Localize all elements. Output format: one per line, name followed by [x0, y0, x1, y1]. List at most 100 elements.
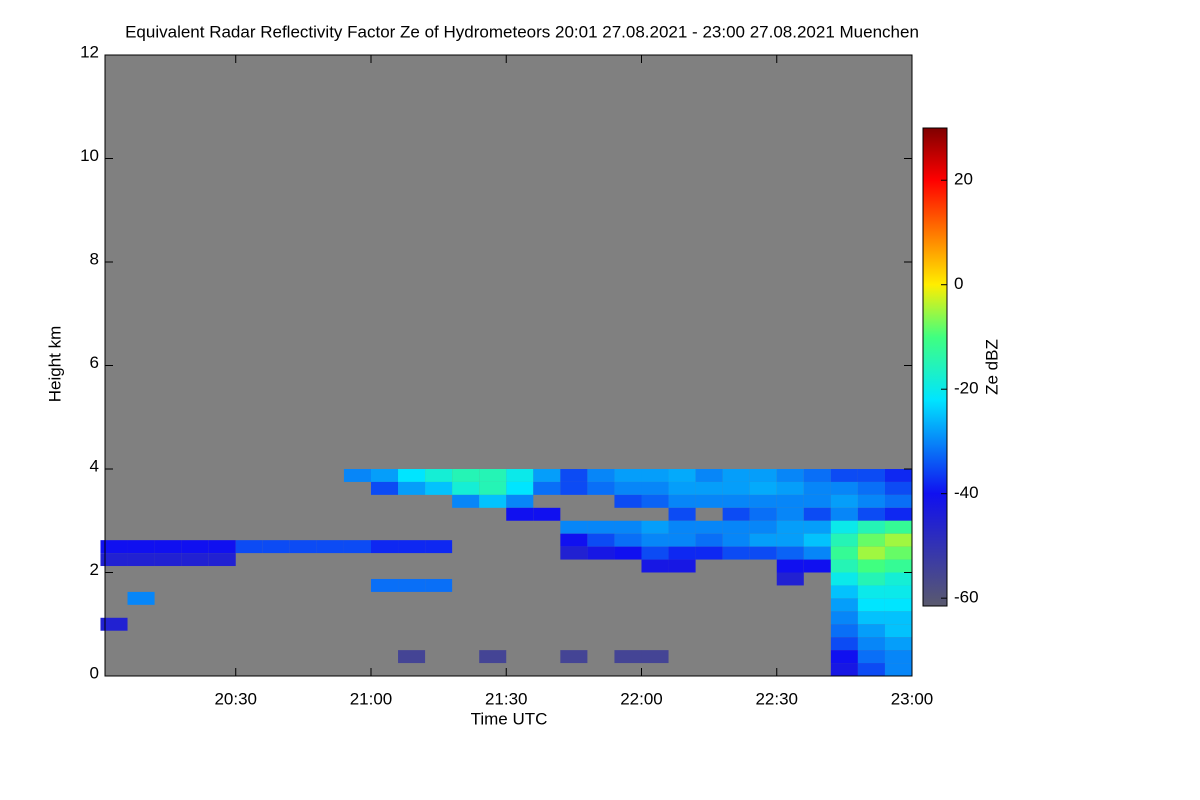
heat-cell: [370, 578, 399, 592]
heat-cell: [857, 559, 885, 573]
heat-cell: [479, 650, 507, 664]
heat-cell: [776, 494, 804, 508]
heat-cell: [884, 611, 912, 625]
chart-title: Equivalent Radar Reflectivity Factor Ze …: [125, 22, 919, 41]
heat-cell: [776, 520, 804, 534]
heat-cell: [830, 507, 858, 521]
heat-cell: [722, 494, 750, 508]
heat-cell: [857, 624, 885, 638]
colorbar-tick-label: 20: [954, 170, 973, 189]
heat-cell: [398, 540, 426, 554]
x-tick-label: 20:30: [214, 689, 257, 708]
heat-cell: [695, 533, 723, 547]
heat-cell: [154, 540, 182, 554]
heat-cell: [722, 507, 750, 521]
heat-cell: [668, 494, 696, 508]
heat-cell: [857, 507, 885, 521]
heat-cell: [830, 469, 858, 482]
y-tick-label: 8: [90, 249, 99, 268]
heat-cell: [884, 520, 912, 534]
heat-cell: [884, 663, 912, 676]
heat-cell: [857, 469, 885, 482]
heat-cell: [506, 494, 534, 508]
heat-cell: [398, 578, 426, 592]
heat-cell: [857, 598, 885, 612]
heat-cell: [668, 469, 696, 482]
heat-cell: [425, 469, 453, 482]
heat-cell: [479, 481, 507, 495]
heat-cell: [506, 469, 534, 482]
heat-cell: [668, 481, 696, 495]
heat-cell: [533, 507, 561, 521]
heat-cell: [641, 559, 669, 573]
heat-cell: [533, 469, 561, 482]
heat-cell: [884, 598, 912, 612]
heat-cell: [830, 663, 858, 676]
heat-cell: [749, 546, 777, 560]
heat-cell: [695, 520, 723, 534]
heat-cell: [830, 585, 858, 599]
heat-cell: [803, 559, 831, 573]
heat-cell: [722, 520, 750, 534]
heat-cell: [830, 598, 858, 612]
heat-cell: [343, 540, 371, 554]
heat-cell: [857, 637, 885, 651]
heat-cell: [749, 494, 777, 508]
heat-cell: [316, 540, 344, 554]
y-tick-label: 4: [90, 456, 99, 475]
heat-cell: [884, 481, 912, 495]
heat-cell: [668, 520, 696, 534]
x-tick-label: 21:30: [485, 689, 528, 708]
heat-cell: [533, 481, 561, 495]
heat-cell: [776, 559, 804, 573]
heat-cell: [668, 507, 696, 521]
heat-cell: [749, 520, 777, 534]
heat-cell: [722, 469, 750, 482]
heat-cell: [830, 559, 858, 573]
heat-cell: [830, 650, 858, 664]
heat-cell: [668, 546, 696, 560]
heat-cell: [181, 540, 209, 554]
heat-cell: [560, 520, 588, 534]
heat-cell: [668, 533, 696, 547]
heat-cell: [695, 469, 723, 482]
heat-cell: [289, 540, 317, 554]
heat-cell: [614, 533, 642, 547]
heat-cell: [587, 533, 615, 547]
heat-cell: [722, 546, 750, 560]
y-tick-label: 2: [90, 560, 99, 579]
heat-cell: [857, 481, 885, 495]
heat-cell: [479, 469, 507, 482]
heat-cell: [830, 611, 858, 625]
heat-cell: [587, 520, 615, 534]
heat-cell: [695, 481, 723, 495]
heat-cell: [560, 481, 588, 495]
heat-cell: [803, 520, 831, 534]
heat-cell: [857, 533, 885, 547]
heat-cell: [884, 494, 912, 508]
heat-cell: [479, 494, 507, 508]
y-tick-label: 12: [80, 42, 99, 61]
heat-cell: [425, 540, 453, 554]
heat-cell: [452, 469, 480, 482]
heat-cell: [370, 481, 399, 495]
x-tick-label: 22:30: [755, 689, 798, 708]
heat-cell: [830, 533, 858, 547]
heat-cell: [614, 494, 642, 508]
heat-cell: [614, 650, 642, 664]
heat-cell: [749, 481, 777, 495]
heat-cell: [884, 469, 912, 482]
heat-cell: [857, 546, 885, 560]
heat-cell: [100, 540, 128, 554]
heat-cell: [154, 553, 182, 567]
axes: [104, 54, 913, 677]
heat-cell: [857, 520, 885, 534]
heat-cell: [641, 650, 669, 664]
heat-cell: [857, 663, 885, 676]
heat-cell: [884, 572, 912, 586]
heat-cell: [722, 533, 750, 547]
heat-cell: [560, 469, 588, 482]
heat-cell: [830, 637, 858, 651]
heat-cell: [803, 481, 831, 495]
heat-cell: [614, 520, 642, 534]
